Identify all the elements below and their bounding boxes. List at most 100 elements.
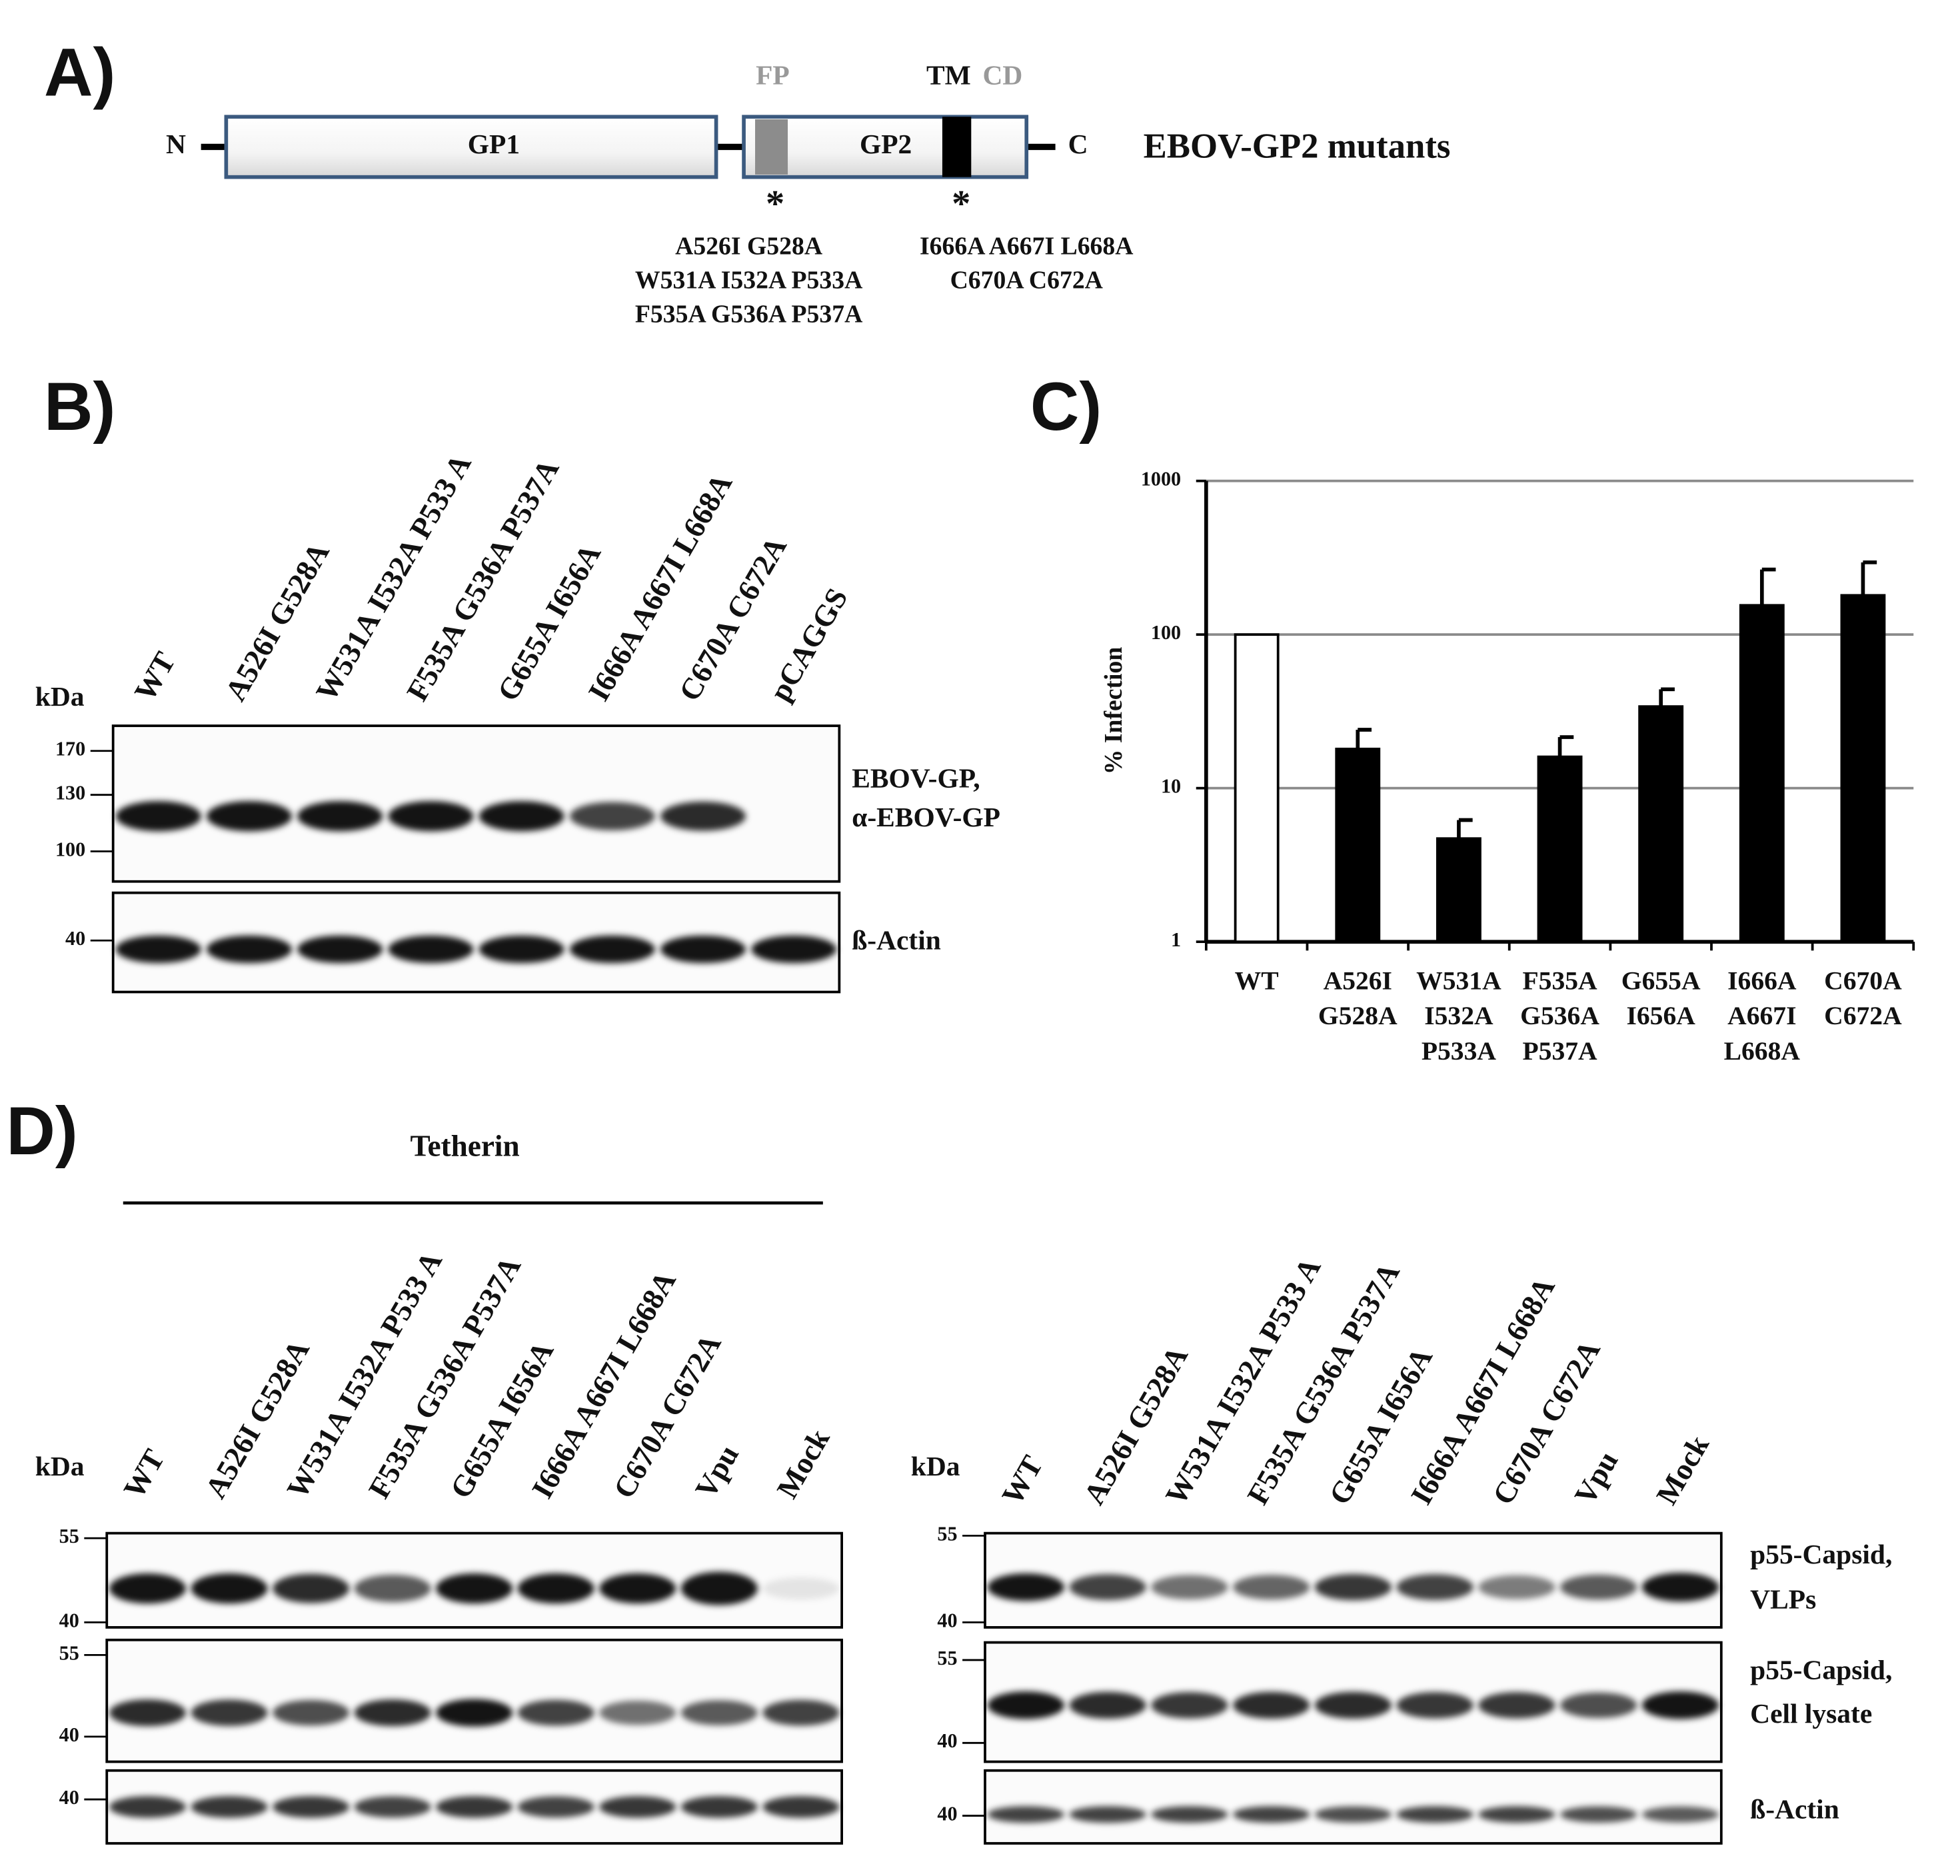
blot-band (680, 1700, 758, 1725)
blot-band (1151, 1575, 1228, 1599)
size-marker: 55 (937, 1647, 957, 1669)
blot-label: ß-Actin (852, 925, 941, 956)
blot-band (297, 935, 383, 964)
blot-label: p55-Capsid, (1750, 1539, 1892, 1569)
diagram-title: EBOV-GP2 mutants (1144, 127, 1451, 165)
bar (1739, 604, 1785, 944)
blot-band (388, 935, 474, 964)
lane-label: WT (117, 1443, 171, 1503)
blot-band (1151, 1691, 1228, 1719)
size-marker: 130 (55, 782, 85, 804)
blot-band (517, 1699, 594, 1726)
blot-band (517, 1573, 594, 1604)
domain-label: TM (926, 59, 971, 90)
panel-label: B) (44, 369, 115, 445)
asterisk: * (766, 183, 784, 225)
size-marker: 40 (937, 1729, 957, 1752)
blot-band (517, 1796, 594, 1818)
blot-band (1559, 1692, 1637, 1718)
lane-label: Mock (770, 1423, 836, 1503)
x-tick-label: WT (1235, 966, 1279, 995)
blot-band (987, 1573, 1065, 1601)
y-tick-label: 10 (1161, 775, 1181, 798)
blot-band (680, 1571, 758, 1605)
x-tick-label: A526I G528A (1318, 966, 1398, 1030)
size-marker: 40 (937, 1802, 957, 1825)
size-marker: 100 (55, 838, 85, 860)
blot-band (273, 1699, 350, 1726)
x-tick-label: F535A G536A P537A (1520, 966, 1599, 1066)
kda-label: kDa (911, 1451, 960, 1481)
domain-label: GP1 (468, 129, 520, 159)
size-marker: 40 (59, 1609, 79, 1631)
blot-label: α-EBOV-GP (852, 802, 1000, 832)
blot-band (436, 1796, 513, 1818)
lane-label: Mock (1649, 1429, 1715, 1510)
blot-band (599, 1796, 676, 1818)
blot-band (1314, 1573, 1392, 1601)
blot-label: ß-Actin (1750, 1793, 1839, 1824)
blot-band (354, 1699, 431, 1727)
size-marker: 40 (937, 1609, 957, 1631)
blot-band (1641, 1806, 1719, 1823)
size-marker: 55 (59, 1641, 79, 1664)
blot-band (479, 935, 564, 964)
gp2-box (742, 115, 1029, 179)
blot-band (569, 802, 655, 830)
blot-band (109, 1573, 187, 1604)
panel-label: D) (6, 1093, 77, 1169)
lane-label: W531A I532A P533 A (309, 449, 478, 706)
blot-band (1641, 1691, 1719, 1719)
lane-label: F535A G536A P537A (1241, 1257, 1406, 1510)
x-tick-label: W531A I532A P533A (1416, 966, 1501, 1066)
size-marker: 40 (59, 1723, 79, 1746)
lane-label: F535A G536A P537A (362, 1251, 527, 1504)
blot-band (1396, 1806, 1473, 1823)
kda-label: kDa (35, 1451, 85, 1481)
blot-band (1478, 1806, 1555, 1823)
blot-band (1559, 1574, 1637, 1600)
y-tick-label: 1 (1171, 928, 1181, 951)
x-tick-label: G655A I656A (1621, 966, 1701, 1030)
blot-band (1069, 1574, 1146, 1601)
blot-band (115, 935, 201, 964)
blot-band (479, 801, 564, 832)
blot-band (762, 1699, 840, 1726)
x-tick-label: C670A C672A (1824, 966, 1902, 1030)
blot-band (273, 1573, 350, 1603)
bar (1638, 705, 1684, 944)
blot-band (1232, 1691, 1310, 1719)
blot-label: VLPs (1750, 1584, 1816, 1615)
bar (1436, 837, 1481, 944)
size-marker: 40 (65, 927, 85, 950)
blot-band (1232, 1806, 1310, 1823)
c-terminus: C (1068, 129, 1088, 159)
lane-label: pCAGGS (763, 582, 854, 706)
size-marker: 55 (59, 1525, 79, 1547)
blot-band (762, 1796, 840, 1818)
blot-band (354, 1796, 431, 1818)
blot-band (1069, 1691, 1146, 1719)
bar (1840, 594, 1886, 944)
blot-band (1478, 1691, 1555, 1719)
blot-band (191, 1573, 268, 1604)
blot-band (660, 801, 746, 831)
lane-label: I666A A667I L668A (525, 1266, 682, 1504)
asterisk: * (952, 183, 970, 225)
blot-band (1314, 1691, 1392, 1719)
blot-band (191, 1699, 268, 1726)
bar (1234, 633, 1280, 944)
domain-label: CD (982, 59, 1022, 90)
lane-label: Vpu (688, 1439, 745, 1504)
tm-region (942, 117, 972, 177)
blot-band (987, 1806, 1065, 1823)
y-tick-label: 100 (1151, 621, 1181, 644)
domain-diagram (201, 115, 1056, 179)
blot-band (660, 935, 746, 964)
blot-band (599, 1573, 676, 1604)
panel-label: C) (1030, 369, 1102, 445)
y-axis-label: % Infection (1100, 647, 1128, 775)
mutant-list: A526I G528A (675, 233, 822, 261)
mutant-list: I666A A667I L668A (920, 233, 1133, 261)
